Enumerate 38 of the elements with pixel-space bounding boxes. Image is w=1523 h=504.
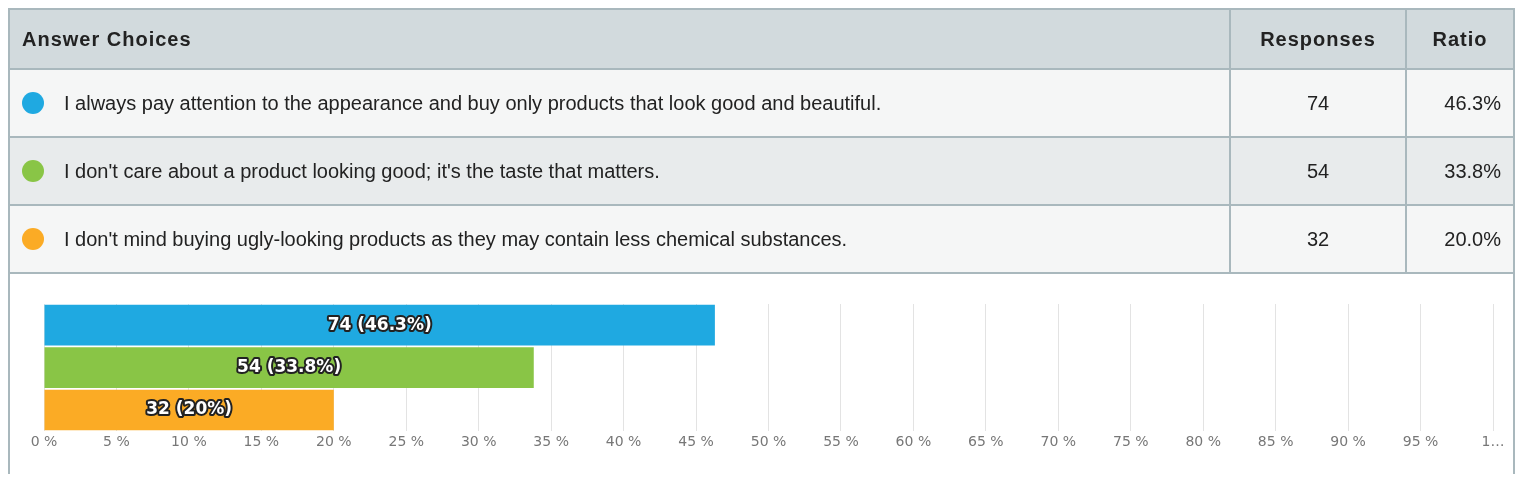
data-label: 74 (46.3%) [327, 313, 432, 334]
x-tick-label: 20 % [316, 433, 352, 450]
x-tick-label: 60 % [895, 433, 932, 450]
bar [44, 347, 534, 388]
text: I don't mind buying ugly-looking products as they may contain less chemical substances. [64, 227, 848, 251]
text: Ratio [1406, 9, 1514, 69]
x-tick-label: 5 % [103, 433, 130, 450]
x-tick-label: 30 % [460, 433, 497, 450]
text: 32 [1230, 205, 1406, 273]
x-tick-label: 90 % [1330, 433, 1366, 450]
bar [44, 304, 715, 346]
x-tick-label: 50 % [750, 433, 787, 450]
x-tick-label: 0 % [30, 433, 58, 450]
text: 54 [1230, 137, 1406, 205]
x-tick-label: 70 % [1040, 433, 1077, 450]
x-tick-label: 55 % [823, 433, 859, 450]
x-tick-label: 25 % [388, 433, 425, 450]
x-tick-label: 1… [1481, 433, 1505, 450]
x-tick-label: 95 % [1402, 433, 1439, 450]
x-tick-label: 85 % [1257, 433, 1294, 450]
x-tick-label: 65 % [968, 433, 1004, 450]
text: 33.8% [1406, 137, 1514, 205]
x-tick-label: 35 % [533, 433, 569, 450]
text: 20.0% [1406, 205, 1514, 273]
text: Responses [1230, 9, 1406, 69]
text: I don't care about a product looking good; it's the taste that matters. [64, 159, 660, 183]
x-tick-label: 45 % [678, 433, 714, 450]
text: Answer Choices [9, 9, 1230, 69]
data-label: 32 (20%) [146, 398, 233, 419]
x-tick-label: 15 % [243, 433, 280, 450]
data-label: 54 (33.8%) [237, 356, 342, 377]
text: 46.3% [1406, 69, 1514, 137]
text: 74 [1230, 69, 1406, 137]
text: I always pay attention to the appearance and buy only products that look good and beautiful. [64, 91, 882, 115]
x-tick-label: 80 % [1185, 433, 1221, 450]
x-tick-label: 75 % [1112, 433, 1149, 450]
x-tick-label: 40 % [605, 433, 642, 450]
x-tick-label: 10 % [171, 433, 207, 450]
